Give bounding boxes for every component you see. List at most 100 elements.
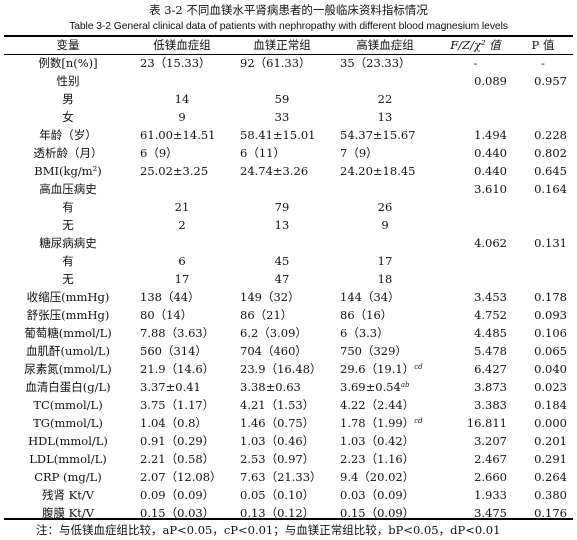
cell-variable: 高血压病史 — [39, 182, 97, 196]
cell-variable: 尿素氮(mmol/L) — [24, 362, 112, 376]
cell-normal-mg: 4.21（1.53） — [240, 398, 315, 412]
cell-low-mg: 2.07（12.08） — [140, 470, 222, 484]
cell-variable: 性别 — [56, 74, 80, 88]
cell-statistic — [438, 90, 513, 108]
cell-low-mg — [132, 72, 232, 90]
cell-statistic: 2.660 — [474, 470, 507, 484]
cell-high-mg: 86（16） — [340, 308, 393, 322]
cell-low-mg: 6（9） — [140, 146, 178, 160]
cell-high-mg: 54.37±15.67 — [340, 128, 416, 142]
cell-high-mg: 17 — [377, 254, 393, 268]
header-low-mg-group: 低镁血症组 — [153, 38, 211, 52]
cell-high-mg: 1.78（1.99）cd — [340, 416, 423, 430]
cell-high-mg: 0.03（0.09） — [340, 488, 415, 502]
cell-p-value: 0.176 — [534, 506, 567, 520]
cell-statistic: 0.440 — [474, 146, 507, 160]
cell-p-value: 0.645 — [534, 164, 567, 178]
cell-variable: HDL(mmol/L) — [28, 434, 108, 448]
cell-variable: 有 — [62, 254, 74, 268]
cell-normal-mg: 3.38±0.63 — [240, 380, 301, 394]
cell-normal-mg: 23.9（16.48） — [240, 362, 322, 376]
cell-low-mg: 14 — [174, 92, 190, 106]
cell-variable: 收缩压(mmHg) — [26, 290, 110, 304]
cell-high-mg: 1.03（0.42） — [340, 434, 415, 448]
table-row: 有 21 79 26 — [4, 198, 573, 216]
table-row: 无 17 47 18 — [4, 270, 573, 288]
cell-low-mg: 9 — [178, 110, 186, 124]
table-footnote: 注：与低镁血症组比较，aP<0.05，cP<0.01；与血镁正常组比较，bP<0… — [36, 523, 501, 537]
cell-variable: 葡萄糖(mmol/L) — [24, 326, 112, 340]
bottom-rule — [4, 518, 573, 520]
cell-high-mg: 144（34） — [340, 290, 400, 304]
cell-normal-mg — [232, 72, 332, 90]
table-row: 糖尿病病史 4.062 0.131 — [4, 234, 573, 252]
cell-low-mg: 0.91（0.29） — [140, 434, 215, 448]
cell-statistic — [438, 252, 513, 270]
cell-high-mg: 9.4（20.02） — [340, 470, 415, 484]
cell-variable: 血清白蛋白(g/L) — [25, 380, 111, 394]
table-row: BMI(kg/m²) 25.02±3.25 24.74±3.26 24.20±18.4… — [4, 162, 573, 180]
cell-normal-mg: 149（32） — [240, 290, 300, 304]
cell-statistic: 2.467 — [474, 452, 507, 466]
table-row: 例数[n(%)] 23（15.33） 92（61.33） 35（23.33） - - — [4, 54, 573, 72]
header-p-value: P 值 — [531, 38, 555, 52]
cell-normal-mg: 33 — [274, 110, 290, 124]
cell-low-mg — [132, 180, 232, 198]
cell-normal-mg: 6（11） — [240, 146, 285, 160]
cell-p-value: 0.065 — [534, 344, 567, 358]
cell-statistic: 3.207 — [474, 434, 507, 448]
cell-normal-mg: 45 — [274, 254, 290, 268]
cell-variable: 透析龄（月） — [33, 146, 103, 160]
table-row: 残肾 Kt/V 0.09（0.09） 0.05（0.10） 0.03（0.09） 1.9… — [4, 486, 573, 504]
cell-p-value — [513, 270, 573, 288]
table-row: 葡萄糖(mmol/L) 7.88（3.63） 6.2（3.09） 6（3.3） 4.48… — [4, 324, 573, 342]
cell-high-mg: 0.15（0.09） — [340, 506, 415, 520]
cell-high-mg: 35（23.33） — [340, 56, 411, 70]
table-row: TG(mmol/L) 1.04（0.8） 1.46（0.75） 1.78（1.99）c… — [4, 414, 573, 432]
cell-statistic: 16.811 — [466, 416, 507, 430]
cell-high-mg — [332, 234, 438, 252]
cell-normal-mg: 47 — [274, 272, 290, 286]
cell-p-value: 0.201 — [534, 434, 567, 448]
table-row: LDL(mmol/L) 2.21（0.58） 2.53（0.97） 2.23（1.16… — [4, 450, 573, 468]
cell-p-value: 0.184 — [534, 398, 567, 412]
cell-p-value: 0.093 — [534, 308, 567, 322]
table-row: 有 6 45 17 — [4, 252, 573, 270]
cell-low-mg: 25.02±3.25 — [140, 164, 209, 178]
cell-variable: 例数[n(%)] — [38, 56, 98, 70]
cell-high-mg: 24.20±18.45 — [340, 164, 416, 178]
cell-high-mg — [332, 180, 438, 198]
cell-p-value: 0.802 — [534, 146, 567, 160]
cell-statistic: 6.427 — [474, 362, 507, 376]
cell-high-mg: 9 — [381, 218, 389, 232]
cell-high-mg: 13 — [377, 110, 393, 124]
cell-statistic: - — [473, 56, 478, 70]
cell-p-value — [513, 90, 573, 108]
header-statistic: F/Z/χ² 值 — [450, 38, 501, 52]
cell-low-mg: 0.09（0.09） — [140, 488, 215, 502]
table-header-row: 变量 低镁血症组 血镁正常组 高镁血症组 F/Z/χ² 值 P 值 — [4, 36, 573, 54]
table-row: HDL(mmol/L) 0.91（0.29） 1.03（0.46） 1.03（0.42… — [4, 432, 573, 450]
cell-variable: 腹膜 Kt/V — [41, 506, 95, 520]
cell-statistic: 3.475 — [474, 506, 507, 520]
cell-high-mg: 29.6（19.1）cd — [340, 362, 423, 376]
cell-variable: LDL(mmol/L) — [29, 452, 107, 466]
cell-p-value: 0.023 — [534, 380, 567, 394]
cell-low-mg: 2 — [178, 218, 186, 232]
cell-normal-mg: 92（61.33） — [240, 56, 311, 70]
cell-normal-mg: 0.05（0.10） — [240, 488, 315, 502]
cell-low-mg: 23（15.33） — [140, 56, 211, 70]
cell-low-mg: 3.75（1.17） — [140, 398, 215, 412]
cell-p-value: - — [541, 56, 545, 70]
cell-high-mg: 18 — [377, 272, 393, 286]
table-row: 女 9 33 13 — [4, 108, 573, 126]
cell-normal-mg — [232, 180, 332, 198]
cell-statistic: 1.933 — [474, 488, 507, 502]
cell-p-value: 0.291 — [534, 452, 567, 466]
clinical-data-table: 变量 低镁血症组 血镁正常组 高镁血症组 F/Z/χ² 值 P 值 例数[n(%… — [4, 36, 573, 522]
table-caption-english: Table 3-2 General clinical data of patie… — [69, 21, 508, 32]
cell-normal-mg: 704（460） — [240, 344, 307, 358]
cell-normal-mg: 0.13（0.12） — [240, 506, 315, 520]
table-row: TC(mmol/L) 3.75（1.17） 4.21（1.53） 4.22（2.44）… — [4, 396, 573, 414]
cell-statistic: 3.383 — [474, 398, 507, 412]
